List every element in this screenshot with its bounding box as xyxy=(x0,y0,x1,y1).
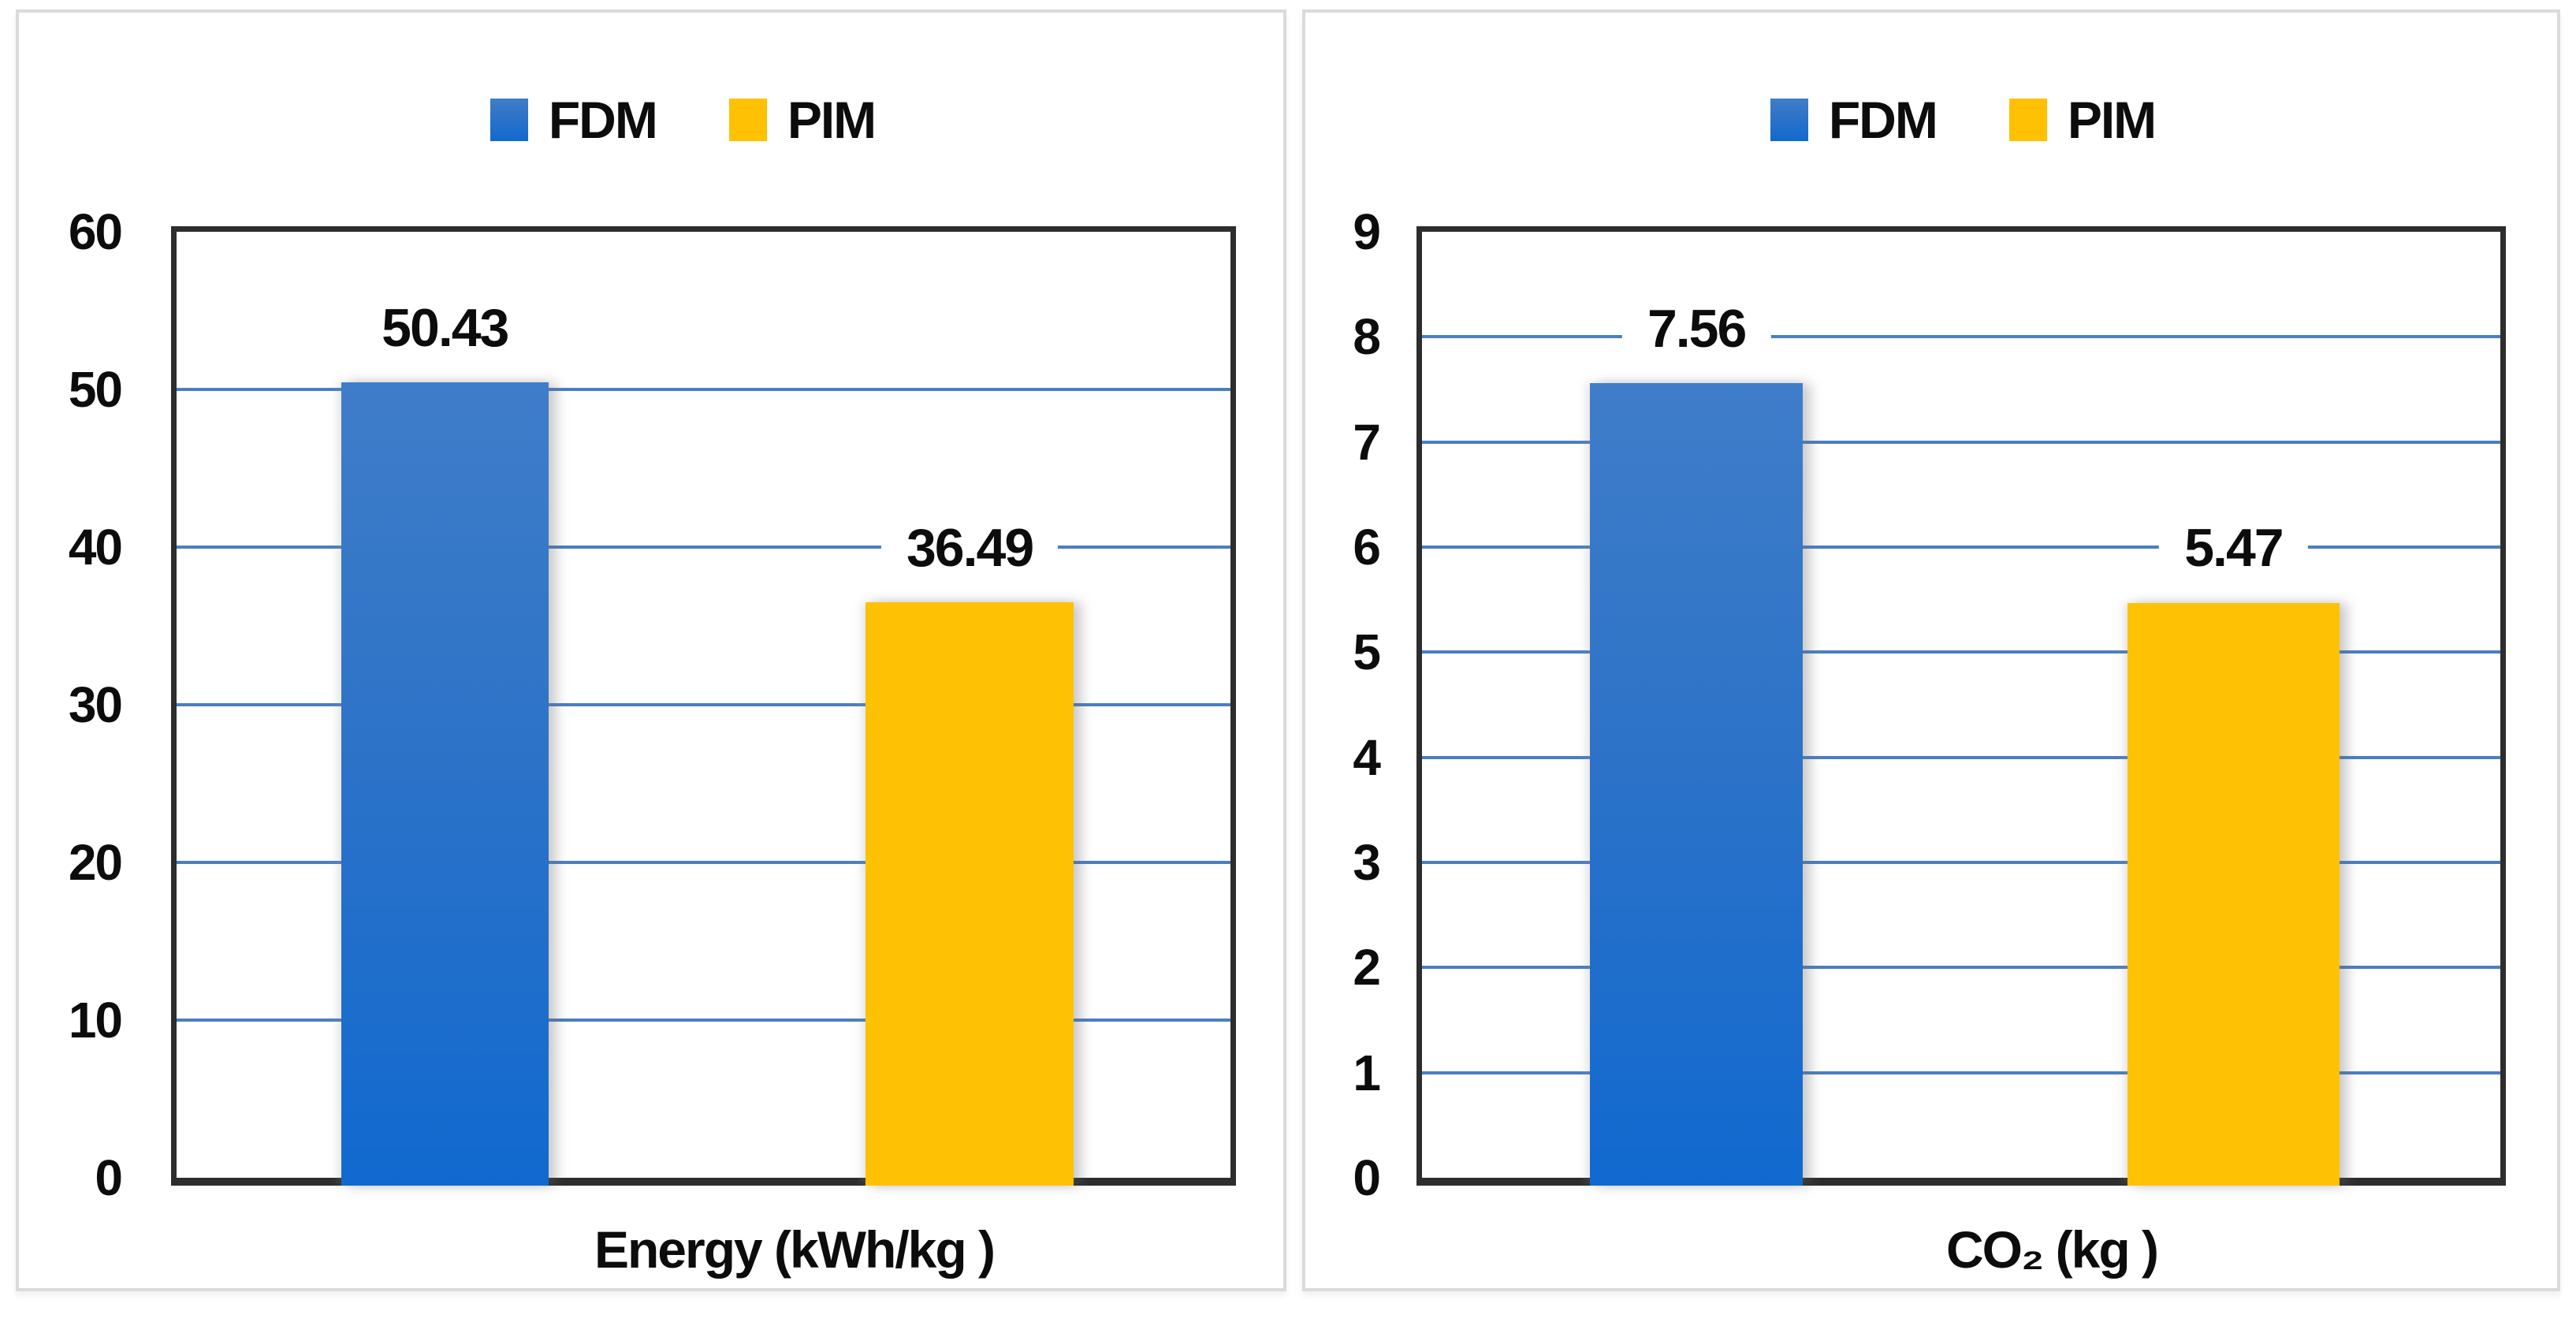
legend-marker-fdm-icon xyxy=(1770,99,1808,141)
bar-pim xyxy=(2127,602,2340,1186)
y-tick-label-8: 8 xyxy=(1353,308,1381,366)
y-tick-label-2: 2 xyxy=(1353,939,1381,996)
y-tick-label-9: 9 xyxy=(1353,203,1381,260)
co2-x-axis-title: CO₂ (kg ) xyxy=(1946,1220,2159,1279)
legend-label-pim: PIM xyxy=(787,91,877,149)
legend-label-fdm: FDM xyxy=(548,91,658,149)
legend-item-fdm: FDM xyxy=(1770,91,1938,149)
legend-marker-pim-icon xyxy=(2008,99,2047,141)
y-tick-label-0: 0 xyxy=(1353,1149,1381,1206)
gridline-1 xyxy=(1422,1071,2500,1074)
legend-marker-pim-icon xyxy=(728,99,767,141)
bar-fdm xyxy=(1590,383,1803,1186)
legend-item-pim: PIM xyxy=(2008,91,2157,149)
co2-chart-legend: FDM PIM xyxy=(1337,91,2576,148)
data-label-pim: 36.49 xyxy=(880,516,1059,581)
legend-item-pim: PIM xyxy=(728,91,877,149)
gridline-8 xyxy=(1422,335,2500,339)
legend-label-fdm: FDM xyxy=(1828,91,1938,149)
energy-x-axis-title: Energy (kWh/kg ) xyxy=(594,1220,996,1279)
gridline-40 xyxy=(177,545,1230,549)
energy-chart-panel: FDM PIM 0 10 20 30 40 50 60 50.43 36.49 Energy (… xyxy=(16,9,1286,1291)
gridline-2 xyxy=(1422,966,2500,970)
co2-chart-panel: FDM PIM 0 1 2 3 4 5 6 7 8 9 7.56 5.47 CO₂ (kg ) xyxy=(1302,9,2560,1291)
y-tick-label-3: 3 xyxy=(1353,834,1381,891)
y-tick-label-10: 10 xyxy=(68,992,123,1048)
data-label-pim: 5.47 xyxy=(2159,516,2308,581)
data-label-fdm: 50.43 xyxy=(356,296,534,361)
energy-plot-area: 50.43 36.49 xyxy=(171,226,1236,1186)
y-tick-label-20: 20 xyxy=(68,834,123,891)
y-tick-label-5: 5 xyxy=(1353,624,1381,681)
gridline-20 xyxy=(177,860,1230,864)
gridline-7 xyxy=(1422,440,2500,444)
energy-chart-legend: FDM PIM xyxy=(50,91,1315,148)
gridline-10 xyxy=(177,1019,1230,1022)
gridline-5 xyxy=(1422,650,2500,654)
y-tick-label-4: 4 xyxy=(1353,728,1381,786)
co2-plot-area: 7.56 5.47 xyxy=(1416,226,2506,1186)
gridline-30 xyxy=(177,703,1230,706)
legend-label-pim: PIM xyxy=(2067,91,2157,149)
y-tick-label-6: 6 xyxy=(1353,519,1381,575)
y-tick-label-0: 0 xyxy=(95,1149,123,1206)
y-tick-label-40: 40 xyxy=(68,519,123,575)
bar-fdm xyxy=(341,382,549,1186)
y-tick-label-1: 1 xyxy=(1353,1044,1381,1101)
y-tick-label-30: 30 xyxy=(68,676,123,733)
bar-pim xyxy=(865,602,1074,1186)
y-tick-label-60: 60 xyxy=(68,203,123,260)
legend-item-fdm: FDM xyxy=(490,91,658,149)
gridline-6 xyxy=(1422,545,2500,549)
y-tick-label-7: 7 xyxy=(1353,413,1381,471)
gridline-50 xyxy=(177,387,1230,391)
gridline-3 xyxy=(1422,860,2500,864)
legend-marker-fdm-icon xyxy=(490,99,528,141)
gridline-4 xyxy=(1422,755,2500,759)
y-tick-label-50: 50 xyxy=(68,361,123,418)
data-label-fdm: 7.56 xyxy=(1621,296,1771,361)
